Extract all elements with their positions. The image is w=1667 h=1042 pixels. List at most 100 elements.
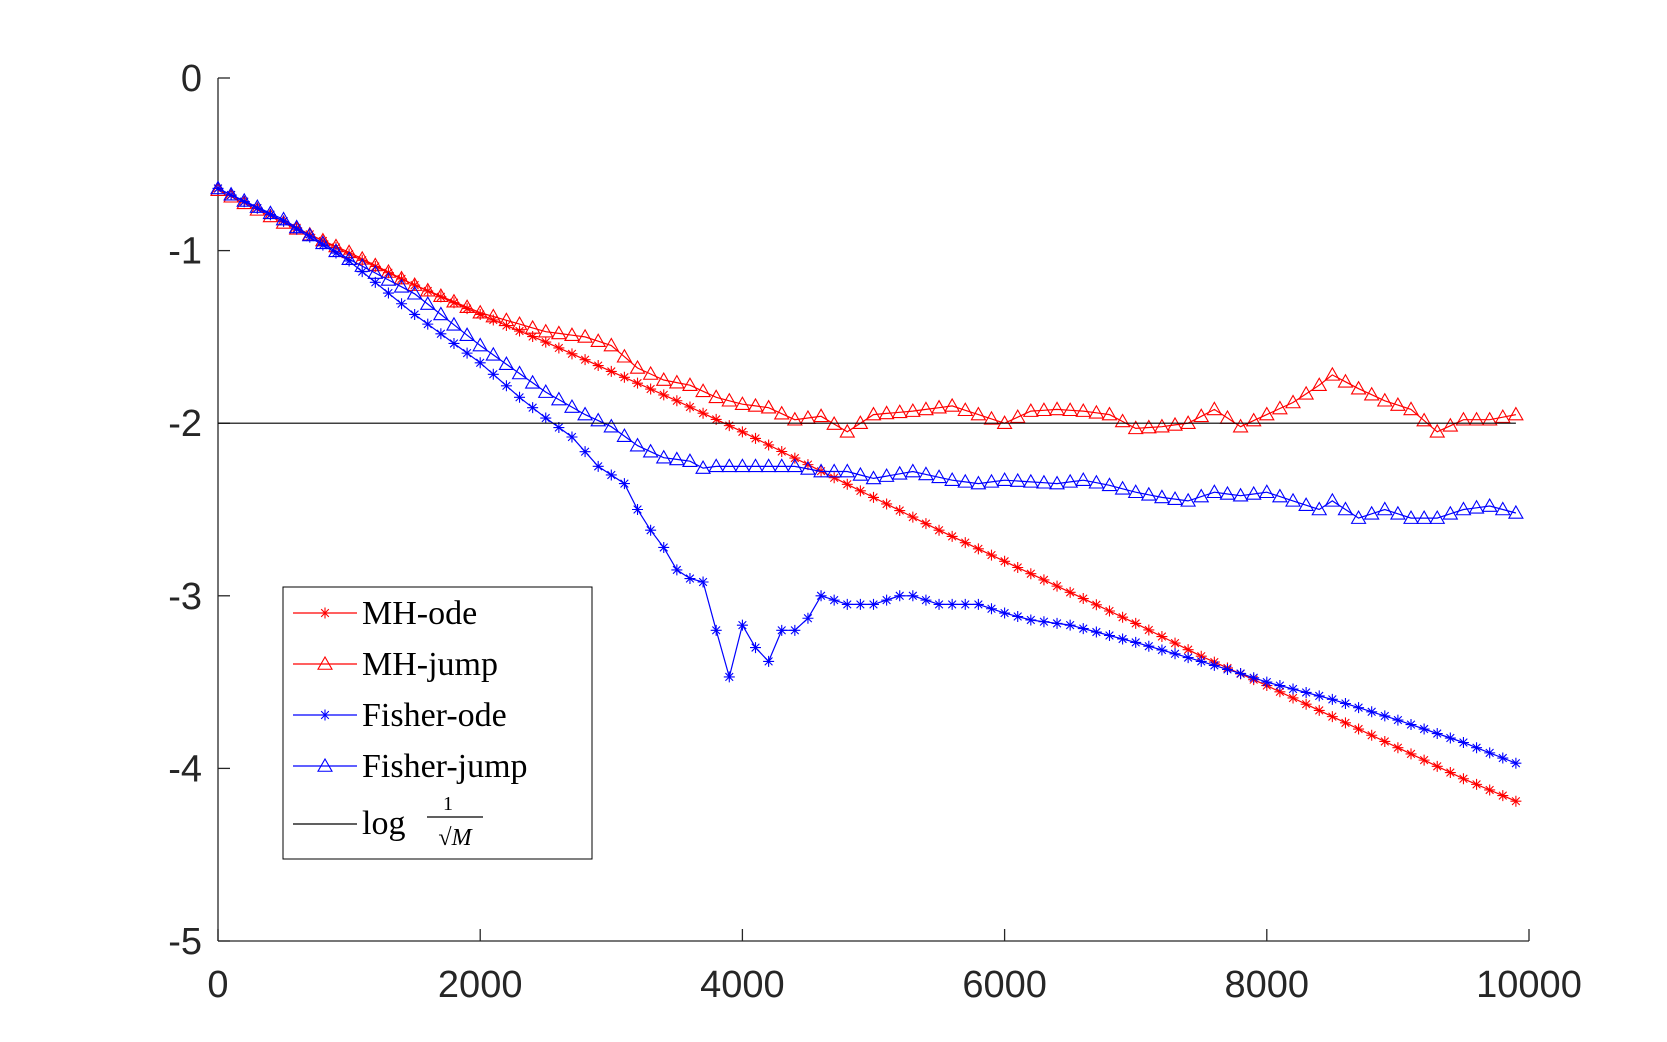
triangle-marker <box>472 337 489 352</box>
triangle-marker <box>734 396 751 411</box>
asterisk-marker <box>1313 690 1325 702</box>
asterisk-marker <box>291 223 303 235</box>
triangle-marker <box>1022 403 1039 417</box>
asterisk-marker <box>1025 568 1037 580</box>
triangle-marker <box>629 359 646 374</box>
asterisk-marker <box>763 439 775 451</box>
asterisk-marker <box>1064 586 1076 598</box>
asterisk-marker <box>920 594 932 606</box>
triangle-marker <box>1009 472 1026 487</box>
asterisk-marker <box>868 491 879 503</box>
asterisk-marker <box>776 446 788 458</box>
triangle-marker <box>1009 409 1026 423</box>
asterisk-marker <box>1471 778 1483 790</box>
triangle-marker <box>1337 501 1354 516</box>
asterisk-marker <box>828 594 840 606</box>
asterisk-marker <box>710 413 722 425</box>
triangle-marker <box>314 235 331 250</box>
asterisk-marker <box>1484 784 1496 796</box>
legend-entry-log: log 1 √M <box>293 793 483 851</box>
triangle-marker <box>1455 501 1472 516</box>
asterisk-marker <box>972 543 984 555</box>
triangle-marker <box>537 384 554 398</box>
asterisk-marker <box>1077 623 1089 635</box>
asterisk-marker <box>1248 672 1260 684</box>
triangle-marker <box>577 406 594 421</box>
asterisk-marker <box>319 709 331 721</box>
legend-label: Fisher-ode <box>362 697 507 734</box>
triangle-marker <box>642 365 659 380</box>
asterisk-marker <box>317 239 329 251</box>
triangle-marker <box>668 451 685 466</box>
triangle-marker <box>1324 492 1341 507</box>
asterisk-marker <box>999 555 1011 567</box>
triangle-marker <box>485 346 502 361</box>
triangle-marker <box>1389 505 1406 520</box>
triangle-marker <box>406 277 423 291</box>
triangle-marker <box>301 227 318 242</box>
triangle-marker <box>446 316 462 331</box>
x-tick-label: 0 <box>207 964 228 1006</box>
triangle-marker <box>1481 411 1498 426</box>
asterisk-marker <box>514 391 526 403</box>
triangle-marker <box>1193 408 1210 423</box>
asterisk-marker <box>1012 561 1024 573</box>
triangle-marker <box>1088 404 1105 419</box>
triangle-marker <box>1245 485 1262 500</box>
triangle-marker <box>275 211 292 226</box>
triangle-marker <box>917 466 934 481</box>
triangle-marker <box>472 304 489 319</box>
triangle-marker <box>577 328 594 343</box>
asterisk-marker <box>1182 644 1194 656</box>
asterisk-marker <box>841 478 853 490</box>
triangle-marker <box>1494 409 1511 423</box>
triangle-marker <box>616 348 633 363</box>
triangle-marker <box>603 418 620 433</box>
asterisk-marker <box>1130 617 1142 629</box>
triangle-marker <box>341 251 358 266</box>
asterisk-marker <box>212 182 224 194</box>
triangle-marker <box>1468 411 1485 426</box>
legend-label: MH-ode <box>362 595 477 632</box>
asterisk-marker <box>1156 644 1168 656</box>
asterisk-marker <box>1431 760 1443 772</box>
triangle-marker <box>236 192 253 207</box>
triangle-marker <box>1206 484 1223 499</box>
y-tick-label: -5 <box>168 921 202 963</box>
legend-entry-fisher-ode: Fisher-ode <box>293 697 507 734</box>
triangle-marker <box>760 399 777 414</box>
asterisk-marker <box>907 590 919 602</box>
asterisk-marker <box>894 590 906 602</box>
asterisk-marker <box>605 365 617 377</box>
asterisk-marker <box>540 336 552 348</box>
asterisk-marker <box>1353 702 1365 714</box>
triangle-marker <box>511 316 528 330</box>
asterisk-marker <box>304 231 316 243</box>
asterisk-marker <box>251 202 263 214</box>
asterisk-marker <box>854 485 866 497</box>
asterisk-marker <box>985 603 997 615</box>
triangle-marker <box>1311 501 1328 516</box>
triangle-marker <box>1285 492 1301 507</box>
triangle-marker <box>1363 505 1380 520</box>
triangle-marker <box>459 299 476 314</box>
triangle-marker <box>354 250 371 265</box>
asterisk-marker <box>1208 659 1220 671</box>
triangle-marker <box>317 757 333 772</box>
asterisk-marker <box>553 342 565 354</box>
triangle-marker <box>1481 497 1498 512</box>
asterisk-marker <box>645 383 657 395</box>
asterisk-marker <box>920 518 932 530</box>
triangle-marker <box>616 428 633 442</box>
triangle-marker <box>1258 406 1275 421</box>
asterisk-marker <box>1418 754 1430 766</box>
triangle-marker <box>773 405 790 420</box>
x-tick-label: 10000 <box>1476 964 1582 1006</box>
asterisk-marker <box>1287 692 1299 704</box>
triangle-marker <box>1455 411 1472 426</box>
asterisk-marker <box>723 420 735 432</box>
triangle-marker <box>1389 396 1406 411</box>
asterisk-marker <box>1405 748 1417 760</box>
asterisk-marker <box>789 452 801 464</box>
